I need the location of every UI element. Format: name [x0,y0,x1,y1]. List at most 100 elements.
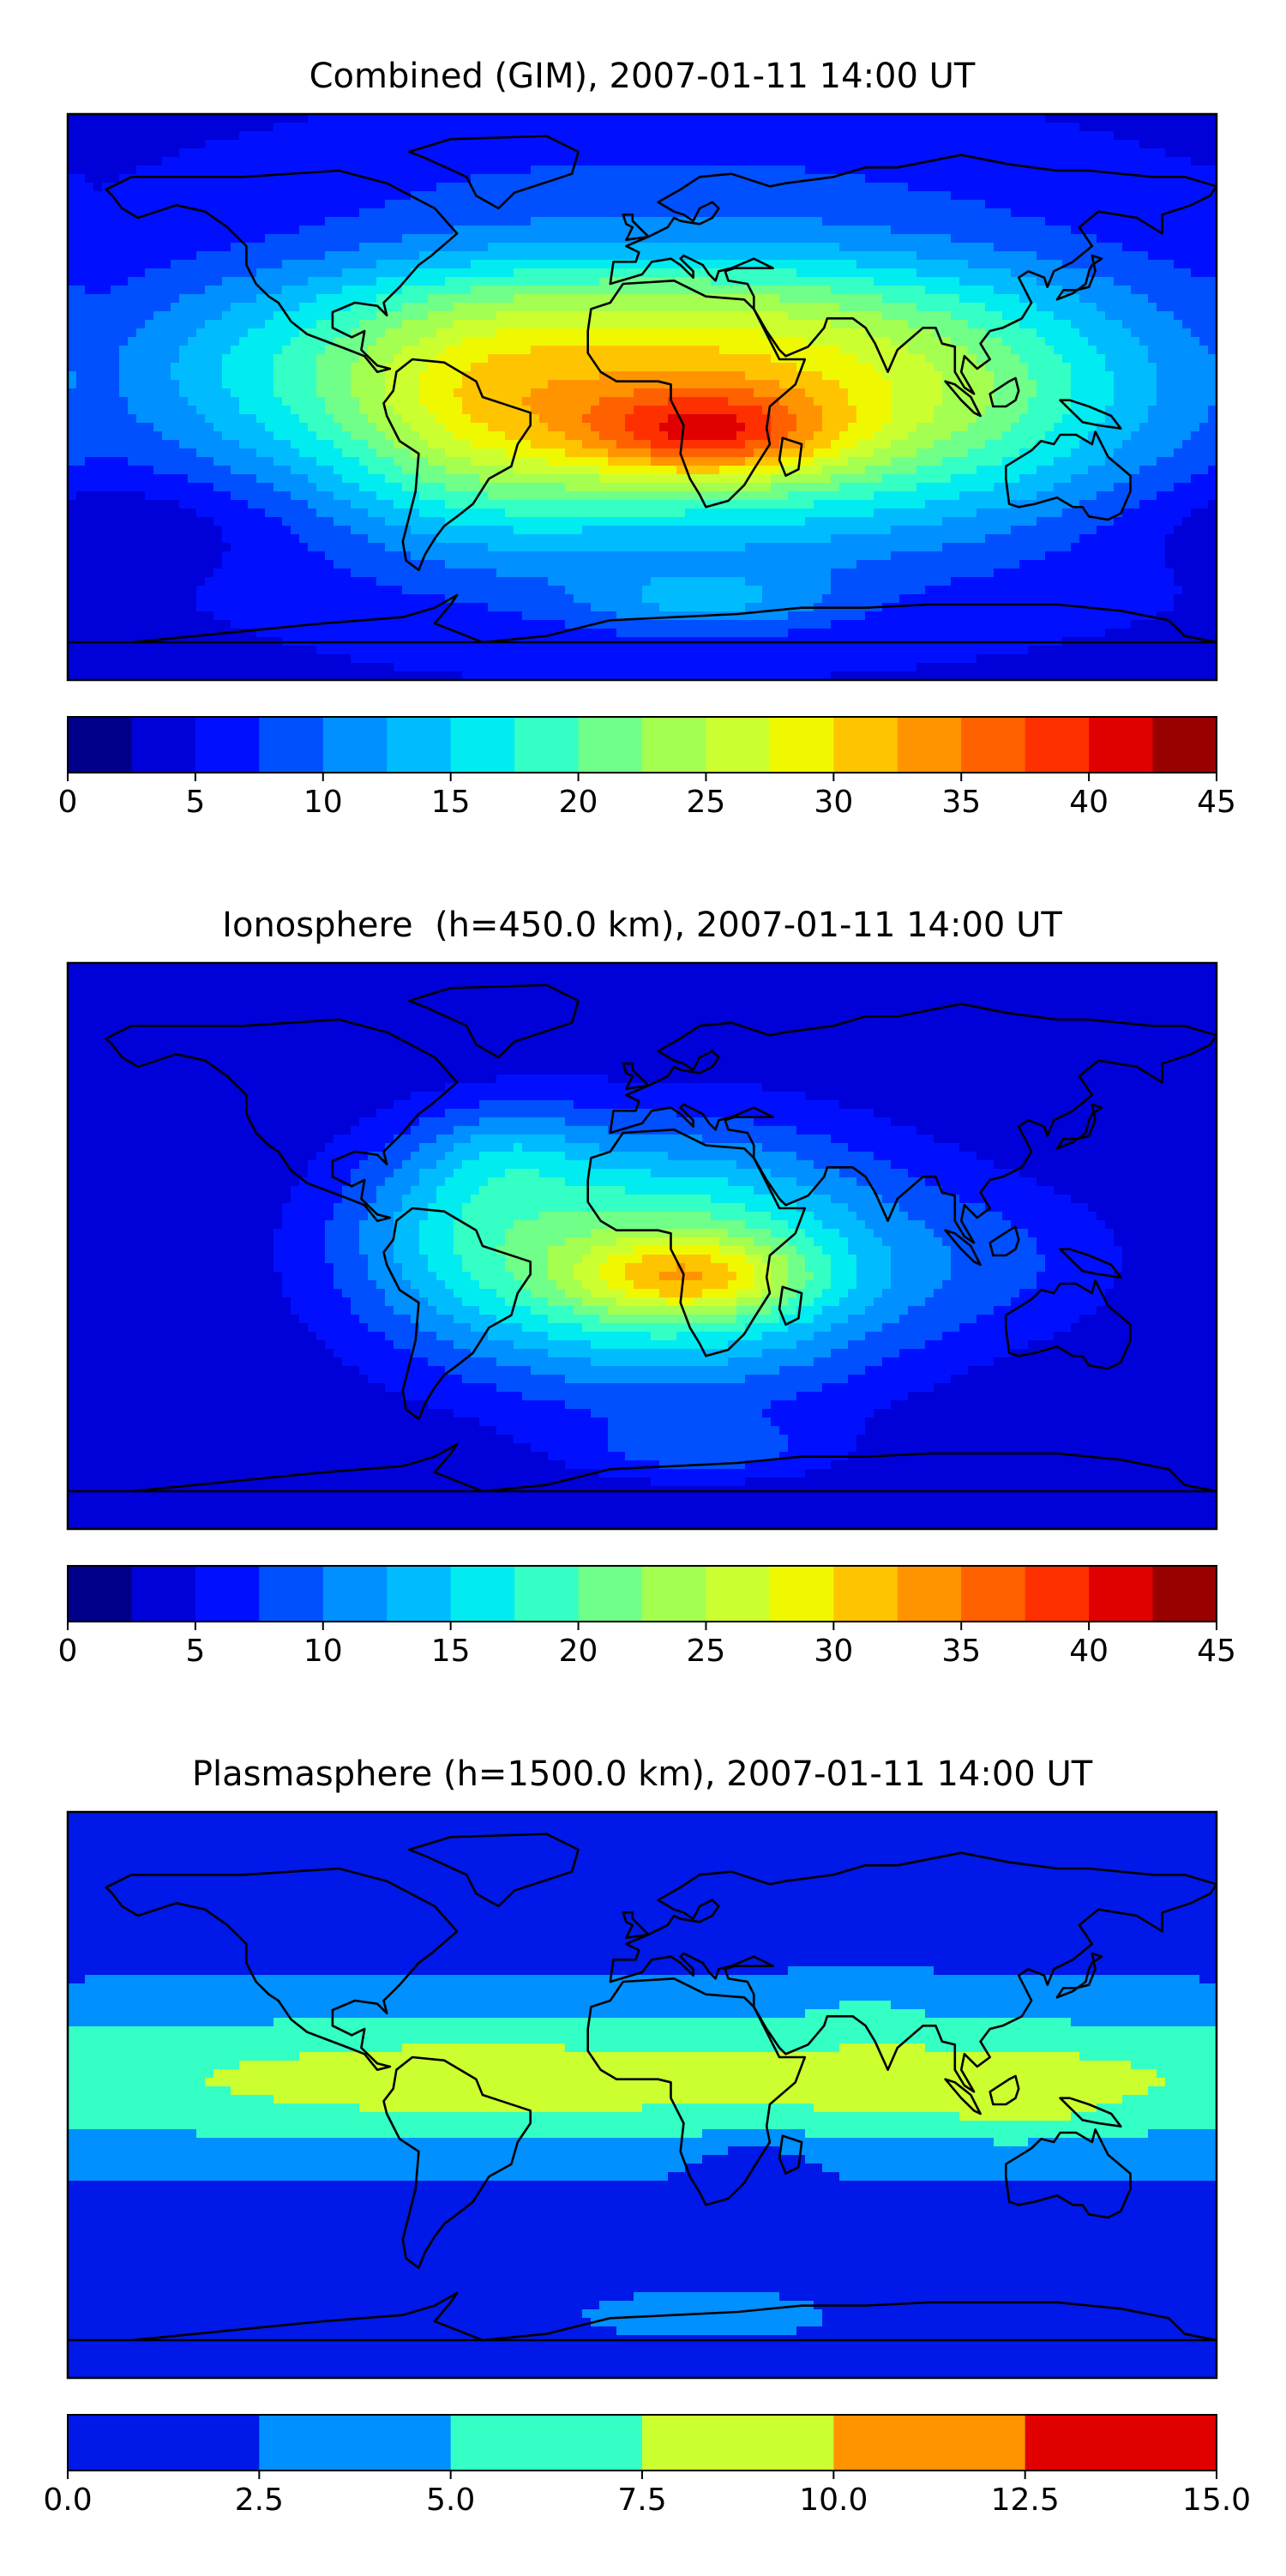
contour-cell [702,251,712,261]
contour-cell [951,123,960,132]
contour-cell [471,363,480,372]
contour-cell [436,311,446,321]
contour-cell [1131,311,1140,321]
contour-cell [334,303,343,312]
contour-cell [1019,294,1029,304]
contour-cell [942,268,952,278]
contour-cell [942,234,952,244]
contour-cell [119,234,129,244]
contour-cell [711,294,720,304]
contour-cell [616,388,626,398]
contour-cell [951,183,960,192]
contour-cell [205,174,214,184]
contour-cell [745,320,754,329]
contour-cell [548,200,557,209]
contour-cell [1191,200,1200,209]
contour-cell [642,363,652,372]
contour-cell [111,414,120,424]
contour-cell [916,166,926,175]
contour-cell [848,260,857,269]
contour-cell [462,217,472,226]
contour-cell [205,380,214,389]
contour-cell [351,260,360,269]
contour-cell [882,243,892,252]
contour-cell [179,191,189,201]
contour-cell [496,311,506,321]
contour-cell [299,260,309,269]
contour-cell [779,148,789,158]
contour-cell [1079,123,1089,132]
contour-cell [145,337,154,346]
contour-cell [376,371,386,381]
contour-cell [316,303,326,312]
contour-cell [762,217,772,226]
contour-cell [1079,354,1089,364]
contour-cell [874,337,883,346]
contour-cell [531,251,540,261]
contour-cell [848,277,857,286]
contour-cell [351,328,360,338]
contour-cell [968,140,977,149]
contour-cell [565,217,574,226]
contour-cell [728,397,737,406]
contour-cell [599,183,609,192]
contour-cell [908,166,917,175]
contour-cell [634,311,643,321]
contour-cell [582,123,592,132]
contour-cell [454,414,463,424]
contour-cell [1131,217,1140,226]
contour-cell [574,414,583,424]
contour-cell [702,406,712,415]
contour-cell [908,311,917,321]
contour-cell [205,286,214,295]
contour-cell [188,320,197,329]
contour-cell [394,406,403,415]
contour-cell [616,243,626,252]
contour-cell [736,380,746,389]
contour-cell [385,406,394,415]
contour-cell [925,380,934,389]
contour-cell [916,200,926,209]
contour-cell [496,303,506,312]
contour-cell [325,294,334,304]
contour-cell [119,371,129,381]
contour-cell [334,363,343,372]
contour-cell [634,303,643,312]
contour-cell [454,320,463,329]
contour-cell [1054,217,1063,226]
contour-cell [239,380,249,389]
contour-cell [111,217,120,226]
contour-cell [179,337,189,346]
contour-cell [865,414,874,424]
contour-cell [256,371,266,381]
contour-cell [436,131,446,141]
contour-cell [136,243,146,252]
contour-cell [1131,363,1140,372]
contour-cell [1114,363,1123,372]
contour-cell [1157,234,1166,244]
contour-cell [574,294,583,304]
contour-cell [856,157,866,166]
contour-cell [505,131,514,141]
contour-cell [505,123,514,132]
contour-cell [779,260,789,269]
contour-cell [856,234,866,244]
contour-cell [642,397,652,406]
contour-cell [659,140,669,149]
contour-cell [1037,277,1046,286]
contour-cell [368,414,377,424]
contour-cell [119,286,129,295]
contour-cell [1002,423,1012,432]
contour-cell [1105,226,1115,235]
contour-cell [376,183,386,192]
contour-cell [831,268,840,278]
contour-cell [496,200,506,209]
contour-cell [445,217,454,226]
contour-cell [188,388,197,398]
contour-cell [1191,397,1200,406]
contour-cell [496,414,506,424]
contour-cell [188,123,197,132]
contour-cell [119,380,129,389]
contour-cell [308,294,317,304]
contour-cell [934,208,943,218]
